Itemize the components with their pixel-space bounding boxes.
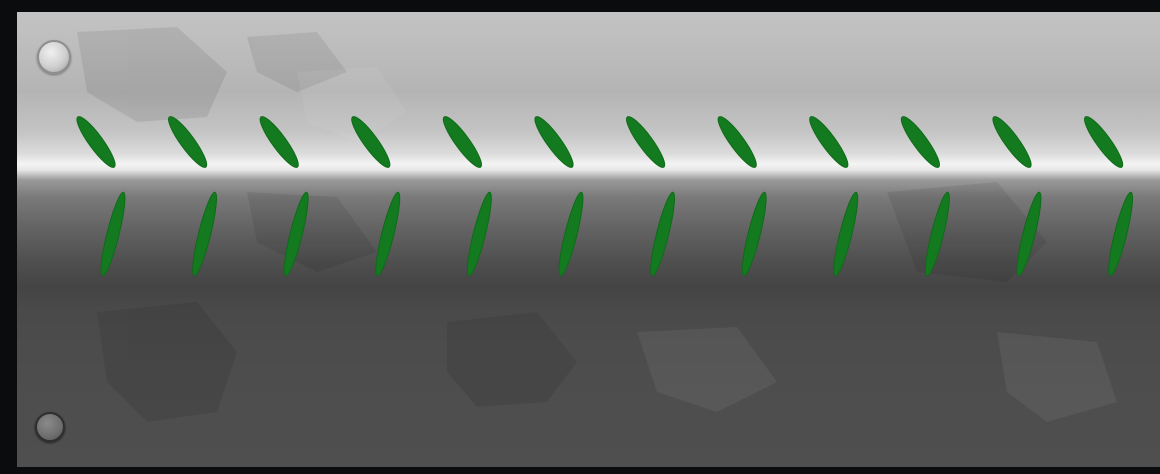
upper-mark — [534, 116, 574, 168]
lower-mark — [650, 191, 676, 277]
upper-mark — [626, 116, 666, 168]
lower-mark — [466, 191, 492, 277]
upper-mark — [442, 116, 482, 168]
lower-mark — [192, 191, 218, 277]
upper-mark — [717, 116, 757, 168]
upper-mark — [992, 116, 1032, 168]
lower-mark — [283, 191, 309, 277]
lower-mark — [558, 191, 584, 277]
mark-layer — [76, 116, 1134, 277]
lower-mark — [1108, 191, 1134, 277]
upper-mark — [259, 116, 299, 168]
panel-texture — [77, 27, 1117, 422]
lower-mark — [924, 191, 950, 277]
upper-mark — [809, 116, 849, 168]
bottom-left-screw — [35, 412, 65, 442]
lower-mark — [741, 191, 767, 277]
upper-mark — [76, 116, 116, 168]
upper-mark — [351, 116, 391, 168]
lower-mark — [100, 191, 126, 277]
top-left-screw — [37, 40, 71, 74]
upper-mark — [1084, 116, 1124, 168]
lower-mark — [1016, 191, 1042, 277]
upper-mark — [900, 116, 940, 168]
upper-mark — [168, 116, 208, 168]
lower-mark — [833, 191, 859, 277]
lower-mark — [375, 191, 401, 277]
metal-panel — [17, 12, 1160, 467]
